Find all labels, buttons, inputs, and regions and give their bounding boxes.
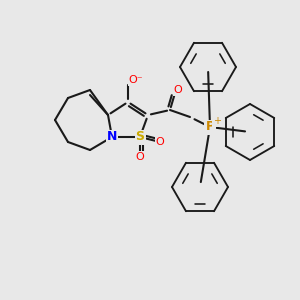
Text: O: O [136, 152, 144, 162]
Text: O⁻: O⁻ [129, 75, 143, 85]
Text: O: O [174, 85, 182, 95]
Text: +: + [213, 116, 221, 126]
Text: N: N [107, 130, 117, 143]
Text: P: P [206, 121, 214, 134]
Text: O: O [156, 137, 164, 147]
Text: S: S [136, 130, 145, 143]
